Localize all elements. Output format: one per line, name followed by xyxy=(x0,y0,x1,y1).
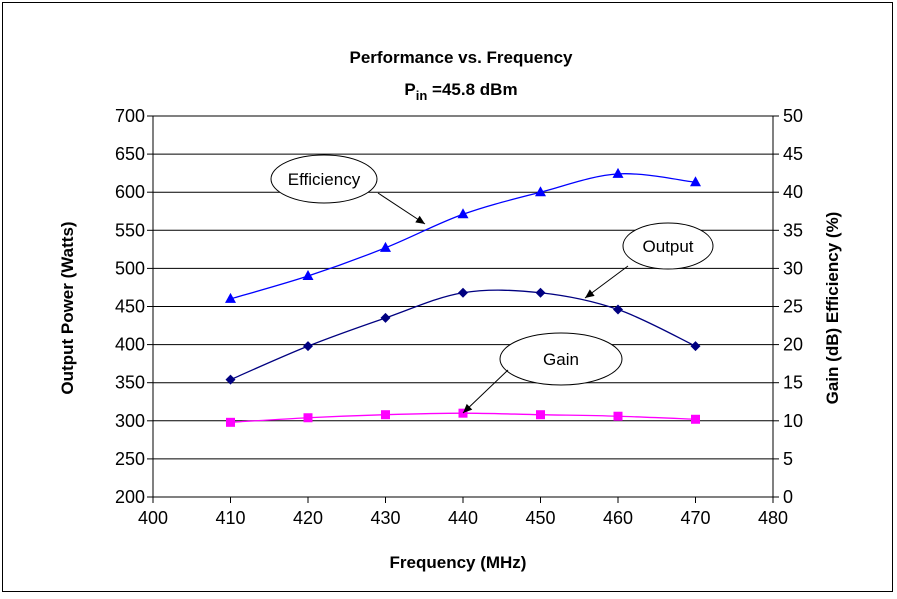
gain-callout xyxy=(499,332,623,386)
right-tick-label: 15 xyxy=(783,373,803,393)
left-tick-label: 350 xyxy=(115,373,145,393)
efficiency-point xyxy=(225,292,236,303)
x-tick-label: 400 xyxy=(138,508,168,528)
right-tick-label: 0 xyxy=(783,487,793,507)
left-tick-label: 400 xyxy=(115,335,145,355)
gain-point xyxy=(536,410,545,420)
output-arrowhead xyxy=(585,289,595,298)
efficiency-point xyxy=(612,167,624,178)
x-tick-label: 410 xyxy=(215,508,245,528)
output-callout xyxy=(622,222,714,270)
left-tick-label: 700 xyxy=(115,106,145,126)
gain-arrow xyxy=(462,369,509,414)
gain-point xyxy=(613,411,623,421)
right-tick-label: 20 xyxy=(783,335,803,355)
left-tick-label: 450 xyxy=(115,297,145,317)
x-axis-title: Frequency (MHz) xyxy=(390,553,527,572)
left-axis-title: Output Power (Watts) xyxy=(58,221,77,394)
efficiency-point xyxy=(302,270,314,281)
tick-labels: 400 410 420 430 440 450 460 470 4802002503003504… xyxy=(115,106,803,528)
gain-point xyxy=(303,413,313,423)
gain-callout-label: Gain xyxy=(543,350,579,369)
right-tick-label: 25 xyxy=(783,297,803,317)
output-point xyxy=(690,341,701,352)
right-tick-label: 40 xyxy=(783,182,803,202)
subtitle-prefix: P xyxy=(404,80,415,99)
output-point xyxy=(380,312,391,323)
right-tick-label: 35 xyxy=(783,220,803,240)
gain-point xyxy=(691,414,700,424)
left-tick-label: 200 xyxy=(115,487,145,507)
efficiency-point xyxy=(535,186,546,197)
x-tick-label: 450 xyxy=(525,508,555,528)
left-tick-label: 650 xyxy=(115,144,145,164)
chart-title: Performance vs. Frequency xyxy=(350,48,574,67)
x-tick-label: 430 xyxy=(370,508,400,528)
output-point xyxy=(303,341,313,352)
right-tick-label: 50 xyxy=(783,106,803,126)
output-point xyxy=(458,287,468,298)
output-point xyxy=(535,287,546,298)
efficiency-callout xyxy=(270,154,378,204)
efficiency-callout-label: Efficiency xyxy=(288,170,361,189)
annotations: Efficiency Output Gain xyxy=(270,154,714,414)
x-tick-label: 460 xyxy=(603,508,633,528)
series-markers xyxy=(225,167,701,427)
gain-point xyxy=(226,417,235,427)
left-tick-label: 600 xyxy=(115,182,145,202)
efficiency-point xyxy=(457,208,469,219)
subtitle-subscript: in xyxy=(416,88,428,103)
gain-point xyxy=(458,408,468,418)
line-chart: 400 410 420 430 440 450 460 470 4802002503003504… xyxy=(58,48,842,572)
chart-subtitle: Pin =45.8 dBm xyxy=(404,80,517,103)
right-tick-label: 5 xyxy=(783,449,793,469)
output-point xyxy=(613,304,623,315)
left-tick-label: 250 xyxy=(115,449,145,469)
efficiency-point xyxy=(690,176,701,187)
x-tick-label: 440 xyxy=(448,508,478,528)
gain-arrowhead xyxy=(463,403,473,413)
efficiency-arrowhead xyxy=(415,215,425,224)
gain-point xyxy=(381,410,390,420)
output-line xyxy=(230,289,696,381)
efficiency-point xyxy=(380,241,391,252)
output-point xyxy=(225,374,236,385)
axes xyxy=(147,115,779,503)
right-tick-label: 45 xyxy=(783,144,803,164)
x-tick-label: 470 xyxy=(680,508,710,528)
left-tick-label: 550 xyxy=(115,220,145,240)
right-tick-label: 10 xyxy=(783,411,803,431)
efficiency-arrow xyxy=(377,192,426,225)
gridlines xyxy=(153,115,773,460)
left-tick-label: 500 xyxy=(115,258,145,278)
right-tick-label: 30 xyxy=(783,258,803,278)
x-tick-label: 480 xyxy=(758,508,788,528)
right-axis-title: Gain (dB) Efficiency (%) xyxy=(823,212,842,405)
left-tick-label: 300 xyxy=(115,411,145,431)
output-callout-label: Output xyxy=(642,237,693,256)
x-tick-label: 420 xyxy=(293,508,323,528)
subtitle-suffix: =45.8 dBm xyxy=(427,80,517,99)
chart-frame: 400 410 420 430 440 450 460 470 480 200 250 300 350 4… xyxy=(2,2,893,592)
